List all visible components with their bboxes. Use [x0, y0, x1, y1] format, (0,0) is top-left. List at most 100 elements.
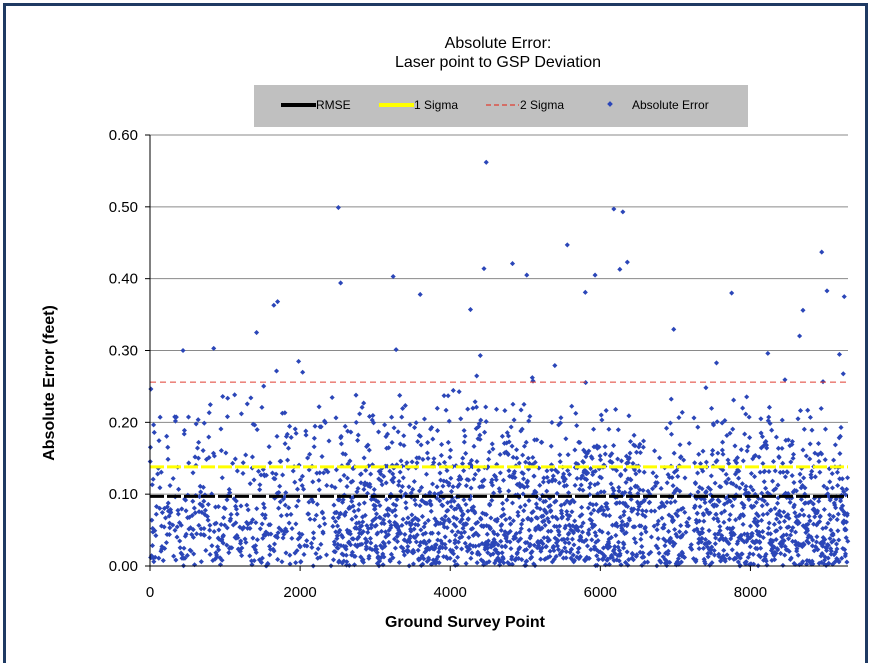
data-point	[508, 546, 514, 552]
data-point	[254, 329, 260, 336]
data-point	[463, 450, 469, 456]
data-point	[659, 515, 665, 521]
data-point	[552, 363, 558, 369]
data-point	[497, 470, 503, 476]
data-point	[395, 429, 401, 435]
data-point	[461, 497, 467, 503]
data-point	[472, 510, 478, 516]
chart-title: Absolute Error:	[445, 35, 552, 52]
data-point	[288, 434, 294, 440]
data-point	[511, 417, 517, 423]
data-point	[429, 424, 435, 431]
data-point	[218, 426, 224, 432]
data-point	[200, 484, 206, 490]
data-point	[257, 526, 263, 532]
chart-frame	[3, 3, 868, 663]
data-point	[500, 556, 506, 562]
data-point	[355, 485, 361, 491]
data-point	[353, 514, 359, 520]
data-point	[344, 475, 351, 481]
data-point	[586, 484, 593, 490]
data-point	[579, 504, 585, 510]
data-point	[352, 553, 358, 559]
data-point	[712, 541, 718, 547]
data-point	[461, 427, 467, 434]
data-point	[316, 487, 322, 493]
data-point	[468, 485, 474, 491]
data-point	[668, 431, 675, 437]
data-point	[425, 455, 431, 461]
data-point	[468, 555, 474, 561]
data-point	[465, 508, 471, 514]
data-point	[238, 411, 244, 417]
data-point	[467, 307, 474, 313]
data-point	[314, 501, 320, 507]
data-point	[497, 562, 503, 568]
data-point	[206, 455, 212, 461]
data-point	[371, 420, 377, 426]
data-point	[313, 512, 319, 518]
data-point	[378, 528, 385, 534]
data-point	[405, 515, 411, 521]
data-point	[233, 498, 239, 504]
data-point	[439, 441, 445, 448]
data-point	[361, 400, 367, 406]
data-point	[294, 486, 301, 492]
data-point	[149, 482, 155, 488]
data-point	[658, 485, 664, 491]
data-point	[165, 444, 171, 450]
data-point	[227, 490, 233, 496]
data-point	[474, 373, 480, 379]
data-point	[814, 534, 820, 540]
data-point	[696, 451, 702, 457]
data-point	[400, 475, 406, 481]
data-point	[471, 443, 477, 449]
data-point	[207, 551, 213, 557]
data-point	[336, 497, 342, 503]
data-point	[490, 446, 496, 452]
data-point	[447, 454, 453, 460]
data-point	[601, 489, 607, 495]
data-point	[312, 423, 318, 429]
data-point	[578, 482, 584, 488]
data-point	[806, 513, 812, 519]
data-point	[409, 512, 415, 518]
data-point	[417, 433, 423, 439]
data-point	[801, 475, 807, 481]
data-point	[474, 458, 480, 465]
data-point	[428, 502, 434, 508]
data-point	[481, 477, 487, 483]
data-point	[282, 441, 288, 447]
data-point	[482, 429, 488, 435]
data-point	[695, 470, 701, 476]
data-point	[397, 392, 403, 398]
data-point	[337, 477, 343, 483]
data-point	[382, 543, 388, 549]
data-point	[286, 505, 292, 511]
data-point	[792, 529, 799, 535]
data-point	[747, 523, 754, 529]
data-point	[558, 415, 564, 421]
data-point	[410, 561, 416, 567]
data-point	[350, 478, 356, 484]
data-point	[800, 447, 806, 453]
data-point	[356, 501, 362, 507]
data-point	[500, 506, 506, 512]
data-point	[230, 460, 236, 466]
data-point	[244, 401, 250, 407]
data-point	[517, 504, 523, 510]
data-point	[807, 414, 813, 420]
data-point	[547, 548, 553, 554]
data-point	[207, 527, 213, 533]
data-point	[209, 543, 215, 549]
data-point	[407, 422, 413, 428]
data-point	[572, 482, 578, 488]
data-point	[427, 489, 433, 496]
data-point	[317, 470, 323, 476]
data-point	[459, 546, 465, 552]
data-point	[367, 484, 373, 490]
data-point	[386, 539, 392, 545]
data-point	[251, 477, 257, 483]
data-point	[445, 439, 451, 445]
